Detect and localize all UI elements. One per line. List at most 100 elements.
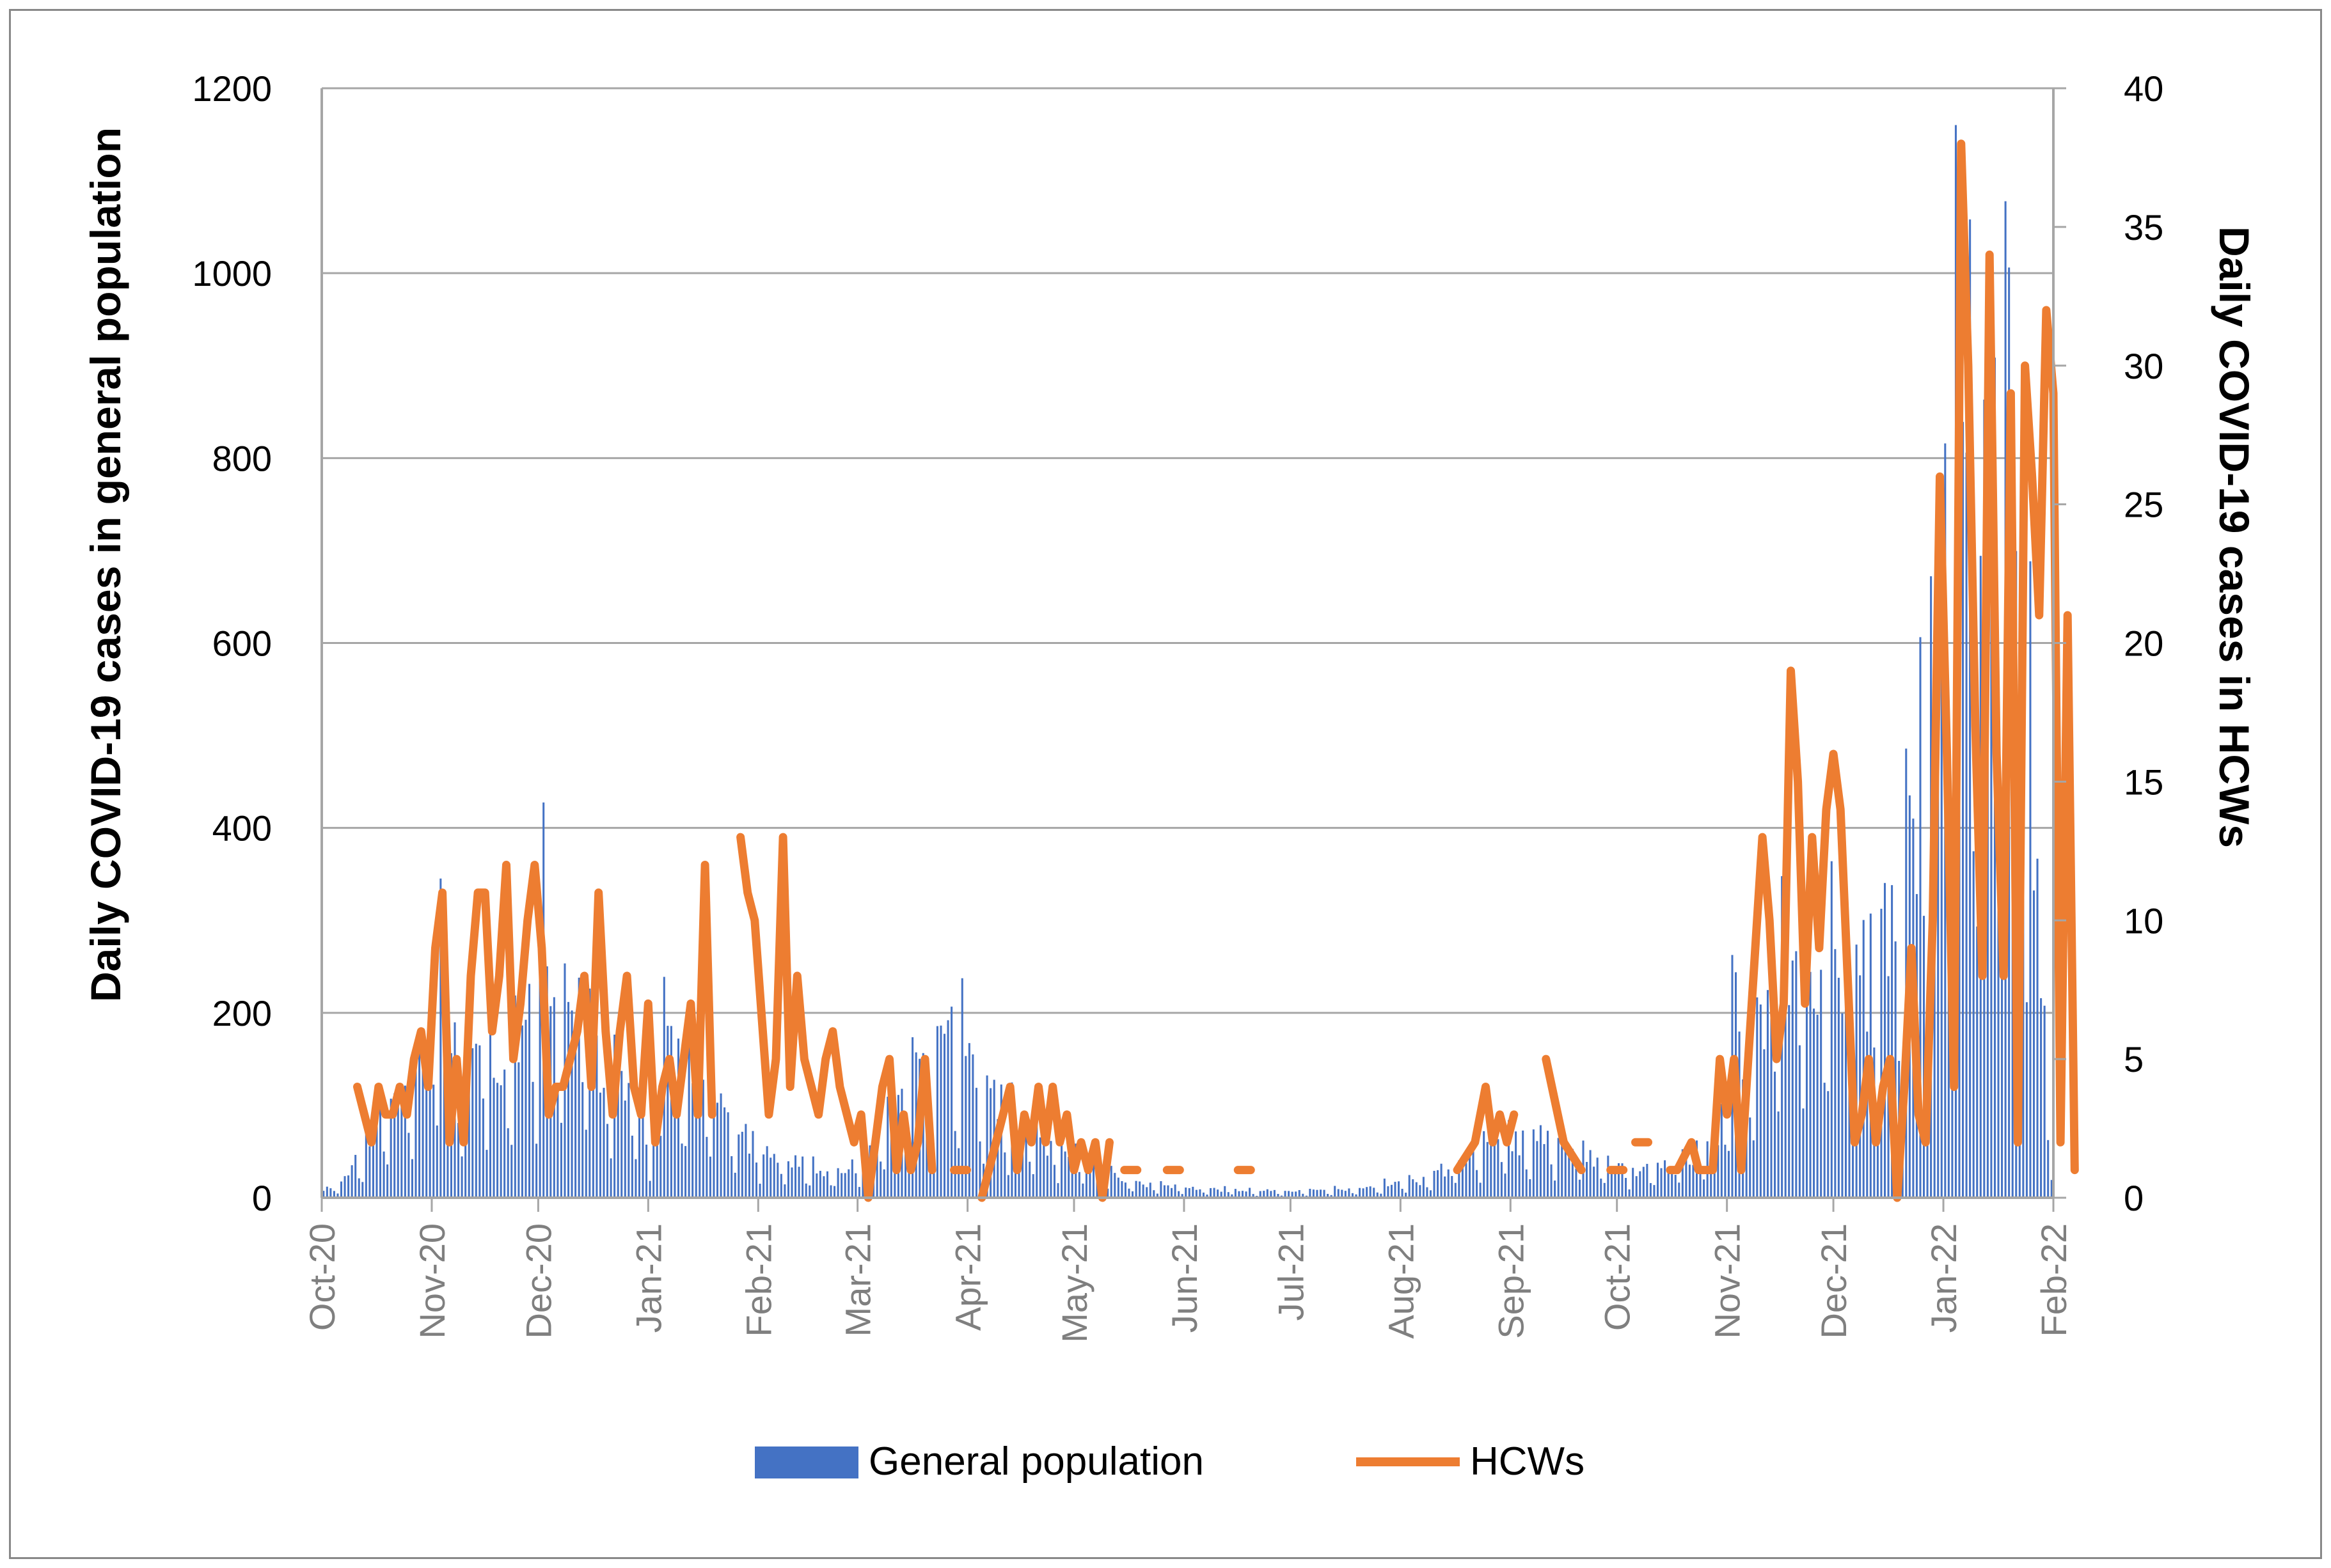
bar-general-population xyxy=(1837,977,1840,1198)
bar-general-population xyxy=(688,1031,690,1198)
bar-general-population xyxy=(628,1083,630,1198)
bar-general-population xyxy=(1547,1131,1549,1198)
bar-general-population xyxy=(1593,1166,1595,1198)
bar-general-population xyxy=(2001,940,2003,1198)
bar-general-population xyxy=(1163,1185,1166,1198)
bar-general-population xyxy=(525,1019,527,1198)
y-left-tick-label: 200 xyxy=(212,993,272,1033)
bar-general-population xyxy=(496,1083,499,1198)
bar-general-population xyxy=(1316,1189,1318,1198)
bar-general-population xyxy=(1110,1166,1112,1198)
bar-general-population xyxy=(851,1159,853,1198)
bar-general-population xyxy=(1241,1191,1244,1198)
bar-general-population xyxy=(375,1125,378,1198)
bar-general-population xyxy=(1004,1152,1006,1198)
bar-general-population xyxy=(1468,1156,1471,1198)
bar-general-population xyxy=(805,1183,807,1198)
bar-general-population xyxy=(961,978,963,1198)
bar-general-population xyxy=(1000,1084,1002,1198)
bar-general-population xyxy=(340,1181,343,1198)
bar-general-population xyxy=(397,1101,399,1198)
bar-general-population xyxy=(329,1188,332,1198)
bar-general-population xyxy=(880,1161,882,1198)
bar-general-population xyxy=(1685,1152,1687,1198)
bar-general-population xyxy=(812,1156,814,1198)
bar-general-population xyxy=(695,1065,697,1198)
bar-general-population xyxy=(1394,1182,1396,1198)
bar-general-population xyxy=(1763,1049,1766,1198)
bar-general-population xyxy=(763,1154,765,1198)
x-tick-label: Dec-21 xyxy=(1813,1223,1854,1339)
bar-general-population xyxy=(1586,1162,1588,1198)
bar-general-population xyxy=(1862,920,1865,1198)
bar-general-population xyxy=(1319,1189,1322,1198)
bar-general-population xyxy=(589,988,591,1198)
bar-general-population xyxy=(528,984,531,1198)
bar-general-population xyxy=(1451,1176,1453,1198)
bar-general-population xyxy=(1770,921,1773,1198)
bar-general-population xyxy=(1405,1193,1407,1198)
bar-general-population xyxy=(1266,1189,1268,1198)
bar-general-population xyxy=(904,1149,907,1198)
bar-general-population xyxy=(1536,1141,1538,1198)
bar-general-population xyxy=(748,1153,750,1198)
bar-general-population xyxy=(1231,1194,1233,1198)
y-left-tick-label: 0 xyxy=(252,1178,272,1218)
bar-general-population xyxy=(2025,1002,2028,1198)
bar-general-population xyxy=(1997,792,2000,1198)
bar-general-population xyxy=(1334,1186,1336,1198)
y-left-tick-label: 1200 xyxy=(192,68,272,109)
bar-general-population xyxy=(2050,1180,2053,1198)
bar-general-population xyxy=(1131,1191,1134,1198)
x-tick-label: Jun-21 xyxy=(1164,1223,1205,1333)
bar-general-population xyxy=(1217,1189,1219,1198)
bar-general-population xyxy=(596,1035,598,1198)
bar-general-population xyxy=(1082,1183,1084,1198)
line-segment-hcws xyxy=(353,861,716,1147)
bar-general-population xyxy=(1532,1129,1535,1198)
bar-general-population xyxy=(1245,1191,1247,1198)
bar-general-population xyxy=(1848,1069,1851,1198)
bar-general-population xyxy=(1692,1164,1695,1198)
bar-general-population xyxy=(1036,1109,1038,1198)
bar-general-population xyxy=(933,1150,935,1198)
bar-general-population xyxy=(731,1156,733,1198)
bar-general-population xyxy=(1483,1131,1485,1198)
bar-general-population xyxy=(802,1156,804,1198)
bar-general-population xyxy=(617,1076,619,1198)
y-left-tick-label: 1000 xyxy=(192,253,272,294)
tick-labels: 0 200 400 600 800 1000 1200 0 5 10 15 20 25 30 35 40 Oct… xyxy=(192,68,2163,1343)
bar-general-population xyxy=(1639,1171,1641,1198)
bar-general-population xyxy=(1089,1171,1091,1198)
y-right-tick-label: 25 xyxy=(2124,485,2163,525)
bar-general-population xyxy=(1724,1145,1727,1198)
bar-general-population xyxy=(1550,1164,1553,1198)
bar-general-population xyxy=(1192,1186,1194,1198)
bar-general-population xyxy=(560,1122,562,1198)
bar-general-population xyxy=(684,1146,687,1198)
bar-general-population xyxy=(585,1129,587,1198)
bar-general-population xyxy=(1139,1181,1141,1198)
bar-general-population xyxy=(532,1081,534,1198)
bar-general-population xyxy=(1717,1145,1719,1198)
bar-general-population xyxy=(1866,1031,1869,1198)
bar-general-population xyxy=(1465,1163,1467,1198)
bar-general-population xyxy=(1419,1185,1421,1198)
bar-general-population xyxy=(1539,1125,1542,1198)
bar-general-population xyxy=(1891,885,1893,1198)
bar-general-population xyxy=(1603,1182,1606,1198)
bar-general-population xyxy=(1092,1157,1095,1198)
bar-general-population xyxy=(1359,1188,1361,1198)
bar-general-population xyxy=(1461,1167,1464,1198)
bar-general-population xyxy=(610,1158,612,1198)
bar-general-population xyxy=(1883,882,1886,1198)
bar-general-population xyxy=(741,1131,743,1198)
bar-general-population xyxy=(1678,1182,1680,1198)
bar-general-population xyxy=(1802,1108,1805,1198)
bar-general-population xyxy=(1071,1163,1073,1198)
bar-general-population xyxy=(645,1144,648,1198)
bar-general-population xyxy=(631,1135,633,1198)
bar-general-population xyxy=(649,1180,651,1198)
bar-general-population xyxy=(1876,1116,1879,1198)
axes xyxy=(320,87,2066,1212)
